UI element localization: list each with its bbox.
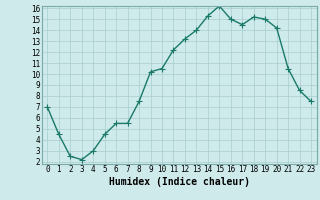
X-axis label: Humidex (Indice chaleur): Humidex (Indice chaleur) xyxy=(109,177,250,187)
